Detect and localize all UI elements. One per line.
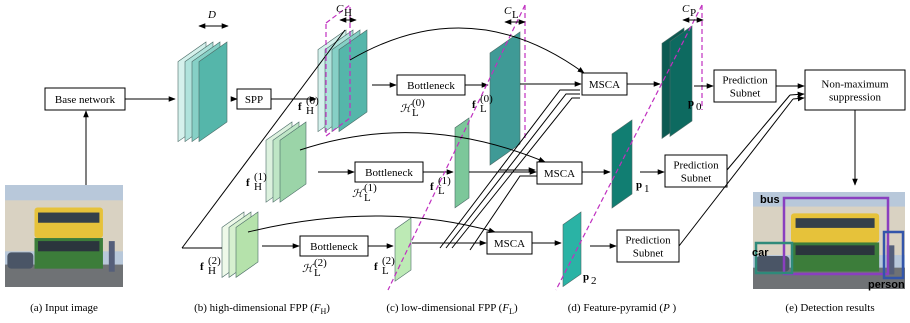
caption: (b) high-dimensional FPP (FH) [194, 302, 330, 316]
caption-end: ) [514, 302, 518, 314]
caption-text: (b) high-dimensional FPP ( [194, 302, 314, 314]
skip-arrow [350, 28, 584, 73]
detection-label: bus [760, 194, 780, 206]
math-base: C [682, 3, 690, 15]
bottleneck-label: Bottleneck [310, 241, 358, 253]
detection-label: car [752, 247, 769, 259]
photo-person [109, 241, 115, 272]
caption-text: (d) Feature-pyramid ( [568, 302, 664, 314]
msca-label: MSCA [544, 168, 575, 180]
math-sub: L [314, 267, 321, 279]
prediction-subnet-label: Subnet [633, 248, 664, 260]
math-base: C [336, 3, 344, 15]
math-sub: 1 [644, 183, 650, 195]
feature-map [563, 212, 581, 287]
math-sub: 0 [696, 101, 702, 113]
math-base: D [207, 9, 216, 21]
math-sub: L [480, 103, 487, 115]
caption-end: ) [326, 302, 330, 314]
feature-map [612, 120, 632, 208]
math-sub: H [208, 265, 216, 277]
caption: (a) Input image [30, 302, 98, 314]
math-base: p [583, 271, 589, 283]
math-base: f [200, 261, 204, 273]
bottleneck-label: Bottleneck [407, 80, 455, 92]
diagram: Base networkDSPPCHf(0)Hf(1)Hf(2)HBottlen… [0, 0, 910, 323]
photo [5, 185, 123, 287]
spp-label: SPP [245, 94, 263, 106]
bottleneck-label: Bottleneck [365, 167, 413, 179]
math-base: f [246, 177, 250, 189]
math-sub: 2 [591, 275, 597, 287]
math-sub: L [438, 185, 445, 197]
caption: (e) Detection results [785, 302, 874, 314]
photo-bus-windows [796, 218, 875, 228]
math-base: f [298, 101, 302, 113]
math-base: f [374, 261, 378, 273]
photo-car [7, 252, 33, 268]
math-base: p [636, 179, 642, 191]
photo-bus-windows [38, 241, 99, 251]
caption-text: (a) Input image [30, 302, 98, 314]
caption-end: ) [670, 302, 677, 314]
math-sub: H [306, 105, 314, 117]
feature-map [395, 218, 411, 281]
prediction-subnet-label: Prediction [722, 75, 768, 87]
math-base: p [688, 97, 694, 109]
prediction-subnet-label: Prediction [625, 235, 671, 247]
feature-map [455, 118, 469, 208]
arrow [793, 98, 804, 99]
math-base: f [430, 181, 434, 193]
math-sub: L [412, 107, 419, 119]
connector [727, 95, 790, 170]
math-sub: H [254, 181, 262, 193]
photo-bus-windows [38, 213, 99, 223]
msca-label: MSCA [494, 238, 525, 250]
msca-label: MSCA [589, 79, 620, 91]
feature-map [670, 26, 692, 136]
detection-label: person [868, 279, 905, 291]
caption-text: (c) low-dimensional FPP ( [386, 302, 502, 314]
caption: (d) Feature-pyramid (P ) [568, 302, 677, 314]
photo-bus-windows [796, 245, 875, 255]
math-sub: L [512, 9, 519, 21]
photo-bus-top [35, 207, 103, 238]
prediction-subnet-label: Prediction [673, 160, 719, 172]
caption-text: (e) Detection results [785, 302, 874, 314]
prediction-subnet-label: Subnet [730, 88, 761, 100]
prediction-subnet-label: Subnet [681, 173, 712, 185]
caption: (c) low-dimensional FPP (FL) [386, 302, 518, 316]
math-sub: L [382, 265, 389, 277]
math-sub: P [690, 7, 696, 19]
math-base: f [472, 99, 476, 111]
math-sub: L [364, 192, 371, 204]
nms-label: Non-maximum [821, 79, 889, 91]
math-sub: H [344, 7, 352, 19]
nms-label: suppression [829, 92, 881, 104]
base-network-label: Base network [55, 94, 116, 106]
arrow [790, 94, 804, 95]
math-base: C [504, 5, 512, 17]
